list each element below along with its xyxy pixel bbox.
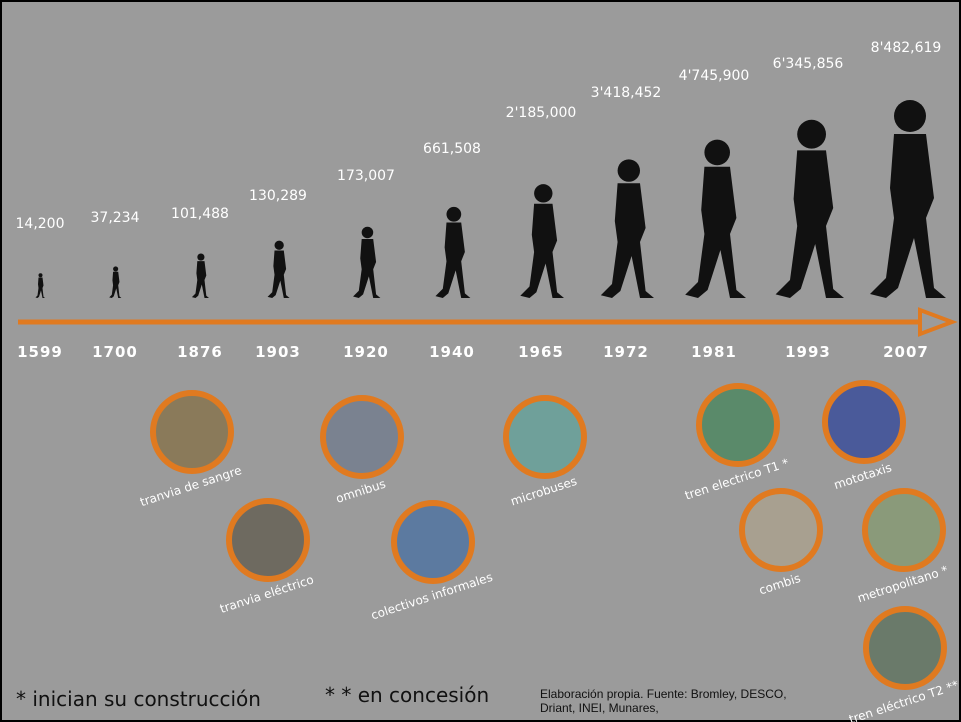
head — [618, 159, 640, 181]
year-label: 1993 — [785, 343, 831, 361]
head — [113, 266, 118, 271]
transport-photo — [866, 609, 944, 687]
population-label: 3'418,452 — [591, 85, 662, 101]
head — [197, 253, 204, 260]
transport-photo — [825, 383, 903, 461]
year-label: 2007 — [883, 343, 929, 361]
year-label: 1972 — [603, 343, 649, 361]
footer-note: * inician su construcción — [16, 687, 261, 711]
head — [39, 273, 43, 277]
population-label: 173,007 — [337, 168, 395, 184]
head — [894, 100, 926, 132]
source: Elaboración propia. Fuente: Bromley, DES… — [540, 687, 787, 701]
head — [797, 120, 826, 149]
head — [534, 184, 552, 202]
head — [275, 241, 284, 250]
transport-photo — [394, 503, 472, 581]
infographic: 14,200 1599 37,234 1700 101,488 1876 130,289 19… — [0, 0, 961, 722]
year-label: 1965 — [518, 343, 564, 361]
head — [446, 207, 461, 222]
year-label: 1920 — [343, 343, 389, 361]
transport-photo — [699, 386, 777, 464]
population-label: 37,234 — [91, 210, 140, 226]
footer-note: * * en concesión — [325, 683, 489, 707]
transport-photo — [229, 501, 307, 579]
population-label: 6'345,856 — [773, 56, 844, 72]
source: Driant, INEI, Munares, — [540, 701, 659, 715]
year-label: 1903 — [255, 343, 301, 361]
head — [704, 140, 730, 166]
year-label: 1981 — [691, 343, 737, 361]
population-label: 101,488 — [171, 206, 229, 222]
transport-photo — [323, 398, 401, 476]
population-label: 130,289 — [249, 188, 307, 204]
background — [1, 1, 960, 721]
year-label: 1599 — [17, 343, 63, 361]
transport-photo — [742, 491, 820, 569]
transport-photo — [506, 398, 584, 476]
population-label: 14,200 — [16, 216, 65, 232]
transport-photo — [153, 393, 231, 471]
population-label: 2'185,000 — [506, 105, 577, 121]
transport-photo — [865, 491, 943, 569]
population-label: 661,508 — [423, 141, 481, 157]
year-label: 1700 — [92, 343, 138, 361]
year-label: 1876 — [177, 343, 223, 361]
head — [362, 227, 374, 239]
population-label: 4'745,900 — [679, 68, 750, 84]
population-label: 8'482,619 — [871, 40, 942, 56]
year-label: 1940 — [429, 343, 475, 361]
